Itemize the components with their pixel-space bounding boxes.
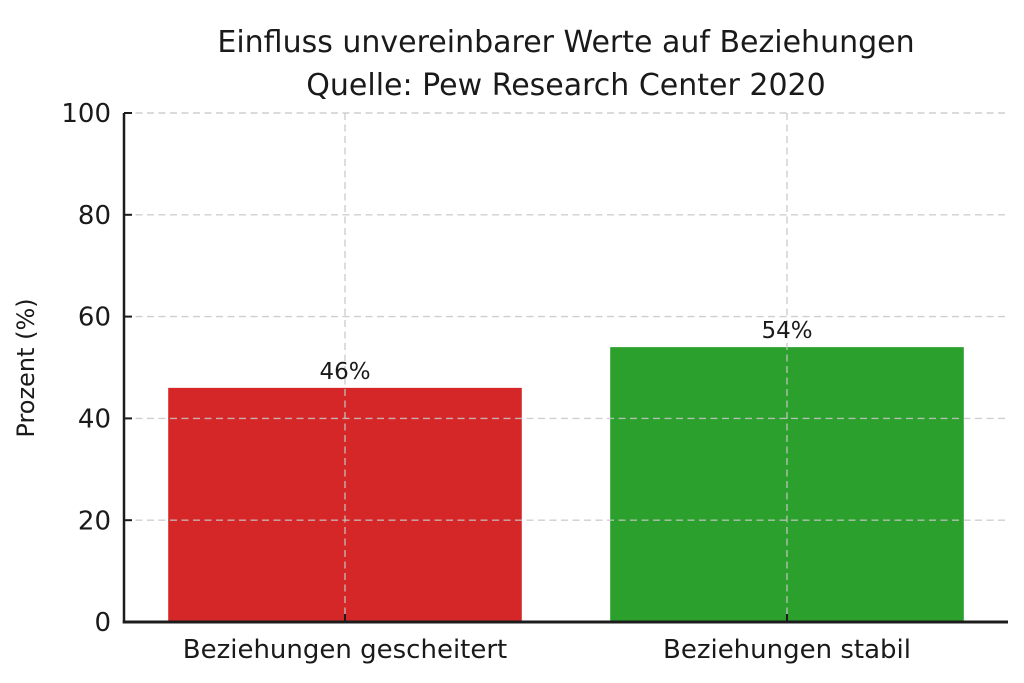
bar-value-label-beziehungen-gescheitert: 46% bbox=[319, 359, 370, 385]
y-tick-label-100: 100 bbox=[61, 99, 111, 129]
bar-value-label-beziehungen-stabil: 54% bbox=[761, 318, 812, 344]
chart-subtitle: Quelle: Pew Research Center 2020 bbox=[306, 68, 825, 103]
y-tick-label-60: 60 bbox=[78, 303, 111, 333]
y-tick-label-40: 40 bbox=[78, 405, 111, 435]
y-axis-label: Prozent (%) bbox=[12, 298, 40, 437]
y-tick-label-20: 20 bbox=[78, 506, 111, 536]
y-tick-label-0: 0 bbox=[94, 608, 111, 638]
x-tick-label-beziehungen-gescheitert: Beziehungen gescheitert bbox=[183, 635, 508, 665]
x-tick-label-beziehungen-stabil: Beziehungen stabil bbox=[663, 635, 911, 665]
y-tick-label-80: 80 bbox=[78, 201, 111, 231]
chart-title: Einfluss unvereinbarer Werte auf Beziehu… bbox=[217, 25, 914, 60]
